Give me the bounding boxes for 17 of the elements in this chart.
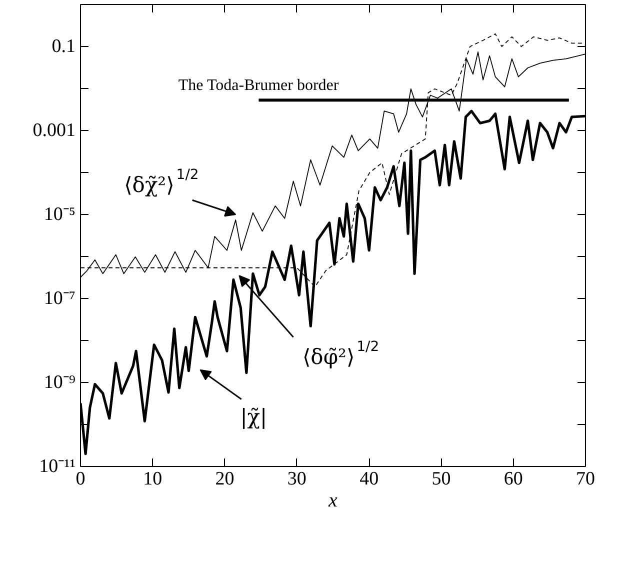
- y-tick-label: 10⁻⁷: [44, 288, 76, 309]
- annotation: |χ̃|: [240, 405, 268, 430]
- y-tick-label: 0.001: [32, 120, 76, 141]
- y-tick-label: 10⁻⁹: [44, 372, 76, 393]
- x-tick-label: 10: [143, 468, 162, 490]
- x-axis-title: x: [328, 490, 338, 512]
- x-tick-label: 70: [576, 468, 595, 490]
- x-tick-label: 60: [504, 468, 523, 490]
- y-tick-label: 10⁻¹¹: [39, 456, 76, 477]
- x-tick-label: 50: [432, 468, 451, 490]
- x-tick-label: 0: [76, 468, 86, 490]
- x-tick-label: 30: [287, 468, 306, 490]
- series-label: The Toda-Brumer border: [178, 77, 340, 94]
- y-tick-label: 0.1: [52, 36, 76, 57]
- y-tick-label: 10⁻⁵: [44, 204, 76, 225]
- x-tick-label: 40: [360, 468, 379, 490]
- x-tick-label: 20: [215, 468, 234, 490]
